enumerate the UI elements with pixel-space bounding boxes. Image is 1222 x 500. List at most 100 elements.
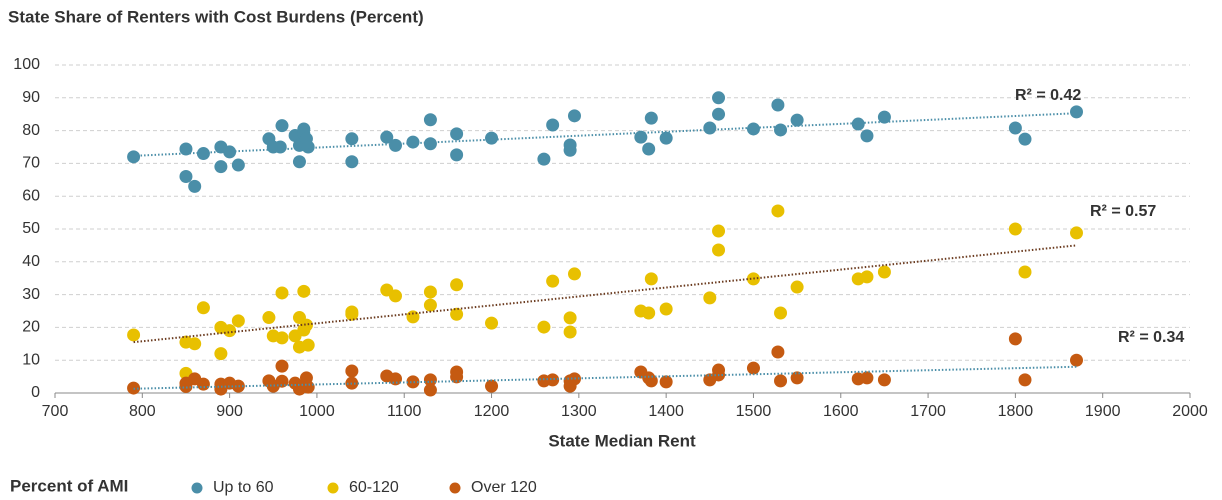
x-tick-label: 1800 xyxy=(998,403,1034,420)
point xyxy=(345,155,359,169)
x-tick-label: 1700 xyxy=(910,403,946,420)
point xyxy=(712,107,726,121)
point xyxy=(642,142,656,156)
point xyxy=(231,379,245,393)
point xyxy=(450,127,464,141)
point xyxy=(231,314,245,328)
point xyxy=(712,91,726,105)
legend-marker xyxy=(449,482,461,494)
point xyxy=(860,129,874,143)
point xyxy=(223,324,237,338)
point xyxy=(1070,353,1083,367)
point xyxy=(345,132,359,146)
point xyxy=(179,170,193,184)
point xyxy=(214,347,228,361)
y-tick-label: 100 xyxy=(13,56,40,73)
legend-label: Up to 60 xyxy=(213,479,274,496)
point xyxy=(214,160,228,174)
point xyxy=(196,301,210,315)
point xyxy=(196,147,210,161)
x-tick-label: 1900 xyxy=(1085,403,1121,420)
y-tick-label: 70 xyxy=(22,155,40,172)
point xyxy=(644,111,658,125)
legend-title: Percent of AMI xyxy=(10,476,128,495)
point xyxy=(1018,373,1032,387)
point xyxy=(275,119,289,133)
point xyxy=(273,140,287,154)
r2-annotation: R² = 0.57 xyxy=(1090,203,1156,220)
point xyxy=(642,306,656,320)
point xyxy=(1018,265,1032,279)
point xyxy=(301,338,315,352)
point xyxy=(485,379,499,393)
y-tick-label: 0 xyxy=(31,384,40,401)
y-tick-label: 20 xyxy=(22,319,40,336)
legend-label: Over 120 xyxy=(471,479,537,496)
point xyxy=(546,118,560,132)
point xyxy=(275,286,289,300)
point xyxy=(877,265,891,279)
point xyxy=(790,113,804,127)
point xyxy=(423,113,437,127)
point xyxy=(275,331,289,345)
point xyxy=(537,320,551,334)
legend-label: 60-120 xyxy=(349,479,399,496)
point xyxy=(301,380,315,394)
y-tick-label: 30 xyxy=(22,286,40,303)
x-tick-label: 1500 xyxy=(736,403,772,420)
point xyxy=(1008,222,1022,236)
x-tick-label: 1000 xyxy=(299,403,335,420)
point xyxy=(659,131,673,145)
point xyxy=(1070,105,1083,119)
x-tick-label: 900 xyxy=(216,403,243,420)
y-tick-label: 10 xyxy=(22,351,40,368)
point xyxy=(877,110,891,124)
point xyxy=(563,325,577,339)
point xyxy=(1018,132,1032,146)
point xyxy=(563,143,577,157)
point xyxy=(301,140,315,154)
point xyxy=(485,316,499,330)
x-tick-label: 1100 xyxy=(387,403,422,420)
point xyxy=(179,142,193,156)
point xyxy=(450,278,464,292)
point xyxy=(450,148,464,162)
point xyxy=(188,179,202,193)
point xyxy=(406,375,420,389)
legend-marker xyxy=(191,482,203,494)
y-tick-label: 40 xyxy=(22,253,40,270)
point xyxy=(127,150,141,164)
point xyxy=(299,318,313,332)
x-tick-label: 1600 xyxy=(823,403,859,420)
point xyxy=(345,307,359,321)
trendline xyxy=(133,244,1077,344)
point xyxy=(774,306,788,320)
point xyxy=(537,152,551,166)
y-tick-label: 80 xyxy=(22,122,40,139)
point xyxy=(127,328,141,342)
point xyxy=(703,121,717,135)
point xyxy=(771,204,785,218)
r2-annotation: R² = 0.42 xyxy=(1015,87,1081,104)
chart-title: State Share of Renters with Cost Burdens… xyxy=(8,7,424,26)
point xyxy=(712,243,726,257)
x-axis-label: State Median Rent xyxy=(548,431,696,450)
point xyxy=(406,310,420,324)
point xyxy=(790,280,804,294)
point xyxy=(1008,332,1022,346)
point xyxy=(406,135,420,149)
point xyxy=(746,122,760,136)
point xyxy=(423,373,437,387)
point xyxy=(567,109,581,123)
point xyxy=(389,372,402,386)
point xyxy=(423,285,437,299)
point xyxy=(345,364,359,378)
r2-annotation: R² = 0.34 xyxy=(1118,329,1184,346)
point xyxy=(790,371,804,385)
point xyxy=(771,98,785,112)
point xyxy=(262,311,276,325)
x-tick-label: 2000 xyxy=(1172,403,1208,420)
point xyxy=(1070,226,1083,240)
point xyxy=(746,361,760,375)
